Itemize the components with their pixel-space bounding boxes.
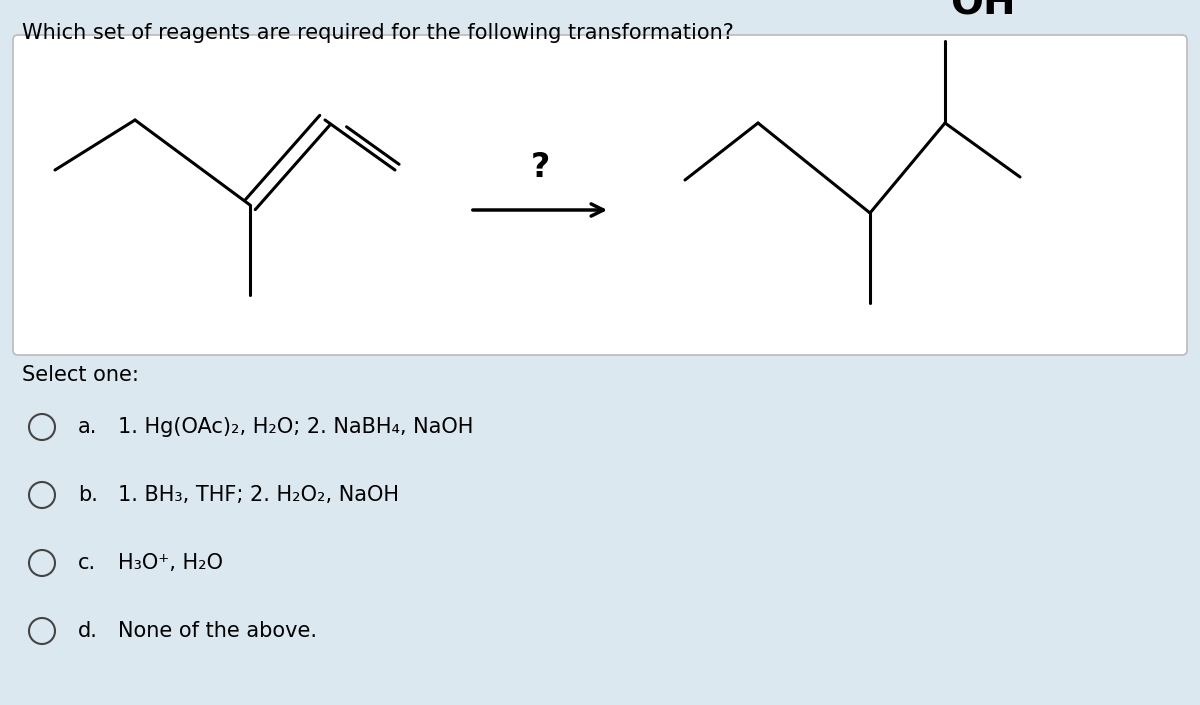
Text: 1. Hg(OAc)₂, H₂O; 2. NaBH₄, NaOH: 1. Hg(OAc)₂, H₂O; 2. NaBH₄, NaOH xyxy=(118,417,473,437)
Text: None of the above.: None of the above. xyxy=(118,621,317,641)
Text: OH: OH xyxy=(950,0,1015,23)
Text: Which set of reagents are required for the following transformation?: Which set of reagents are required for t… xyxy=(22,23,734,43)
Text: d.: d. xyxy=(78,621,98,641)
Text: b.: b. xyxy=(78,485,98,505)
Text: H₃O⁺, H₂O: H₃O⁺, H₂O xyxy=(118,553,223,573)
Text: ?: ? xyxy=(530,152,550,185)
Text: a.: a. xyxy=(78,417,97,437)
Text: Select one:: Select one: xyxy=(22,365,139,385)
FancyBboxPatch shape xyxy=(13,35,1187,355)
Text: c.: c. xyxy=(78,553,96,573)
Text: 1. BH₃, THF; 2. H₂O₂, NaOH: 1. BH₃, THF; 2. H₂O₂, NaOH xyxy=(118,485,398,505)
